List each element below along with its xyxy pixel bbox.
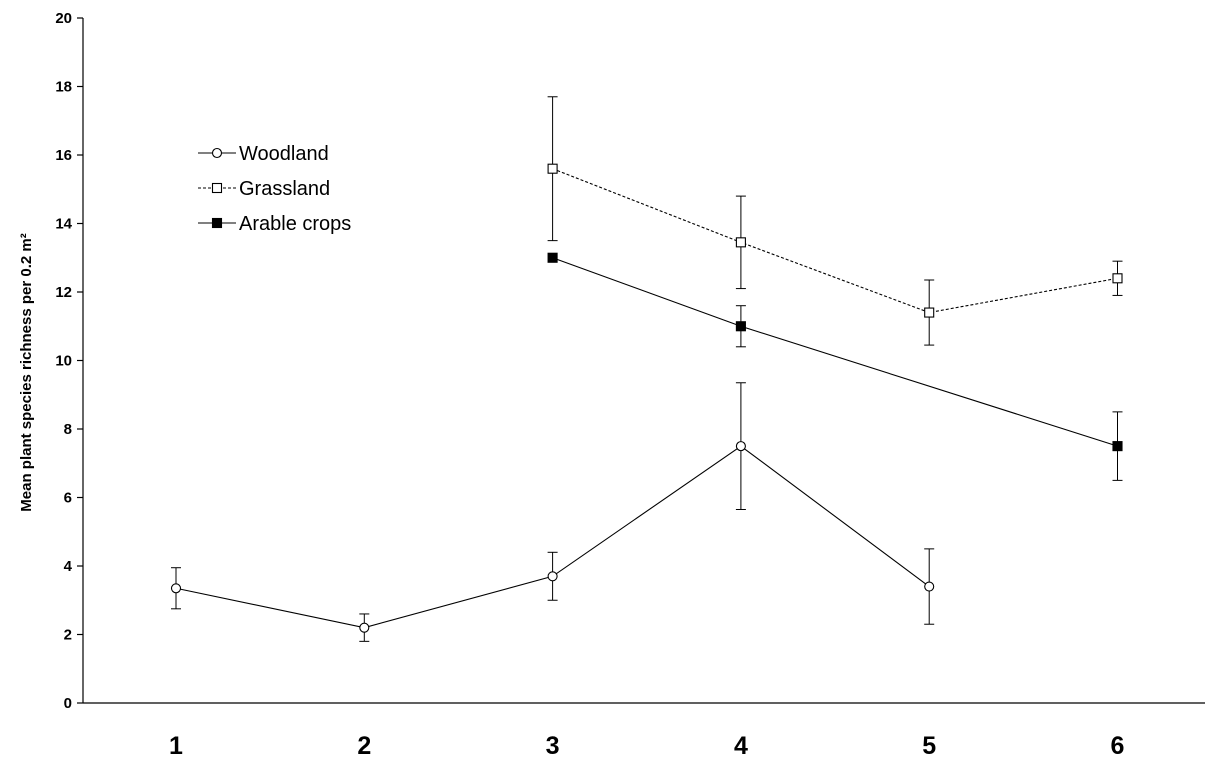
legend-marker: [211, 217, 223, 229]
data-point: [1112, 273, 1123, 284]
data-point: [1112, 441, 1123, 452]
y-tick-label: 0: [64, 695, 72, 712]
legend-label: Grassland: [239, 178, 330, 200]
x-tick-label: 2: [357, 732, 371, 760]
y-axis-label: Mean plant species richness per 0.2 m²: [18, 233, 35, 511]
y-tick-label: 16: [55, 147, 72, 164]
legend-item: Woodland: [198, 143, 329, 165]
data-point: [735, 441, 746, 452]
legend-item: Grassland: [198, 178, 330, 200]
axes: [82, 18, 1205, 704]
data-point: [924, 307, 935, 318]
data-point: [547, 163, 558, 174]
y-tick-label: 10: [55, 353, 72, 370]
legend-item: Arable crops: [198, 213, 351, 235]
plot-area: [170, 96, 1123, 642]
legend-marker: [211, 147, 223, 159]
series-arable-crops: [547, 252, 1123, 481]
series-line: [552, 168, 1118, 314]
x-tick-label: 1: [169, 732, 183, 760]
data-point: [735, 237, 746, 248]
series-woodland: [170, 382, 935, 642]
x-tick-label: 3: [546, 732, 560, 760]
data-point: [170, 583, 182, 594]
data-point: [924, 581, 935, 592]
y-tick-label: 20: [55, 10, 72, 27]
y-tick-label: 18: [55, 79, 72, 96]
y-axis-ticks: 0 2 4 6 8 10 12 14 16 18 20: [55, 10, 83, 712]
data-point: [547, 252, 558, 263]
y-tick-label: 8: [64, 421, 72, 438]
x-tick-label: 5: [922, 732, 936, 760]
y-tick-label: 4: [64, 558, 73, 575]
y-tick-label: 2: [64, 627, 72, 644]
legend-label: Woodland: [239, 143, 329, 165]
x-axis-ticks: 1 2 3 4 5 6: [169, 732, 1124, 760]
data-point: [735, 321, 746, 332]
legend: Woodland Grassland Arable crops: [198, 143, 351, 235]
data-point: [359, 622, 370, 633]
x-tick-label: 6: [1111, 732, 1125, 760]
legend-marker: [211, 182, 223, 194]
x-tick-label: 4: [734, 732, 748, 760]
series-line: [552, 257, 1118, 447]
y-tick-label: 14: [55, 216, 72, 233]
y-tick-label: 6: [64, 490, 72, 507]
series-grassland: [547, 96, 1123, 346]
data-point: [547, 571, 558, 582]
y-tick-label: 12: [55, 284, 72, 301]
legend-label: Arable crops: [239, 213, 351, 235]
